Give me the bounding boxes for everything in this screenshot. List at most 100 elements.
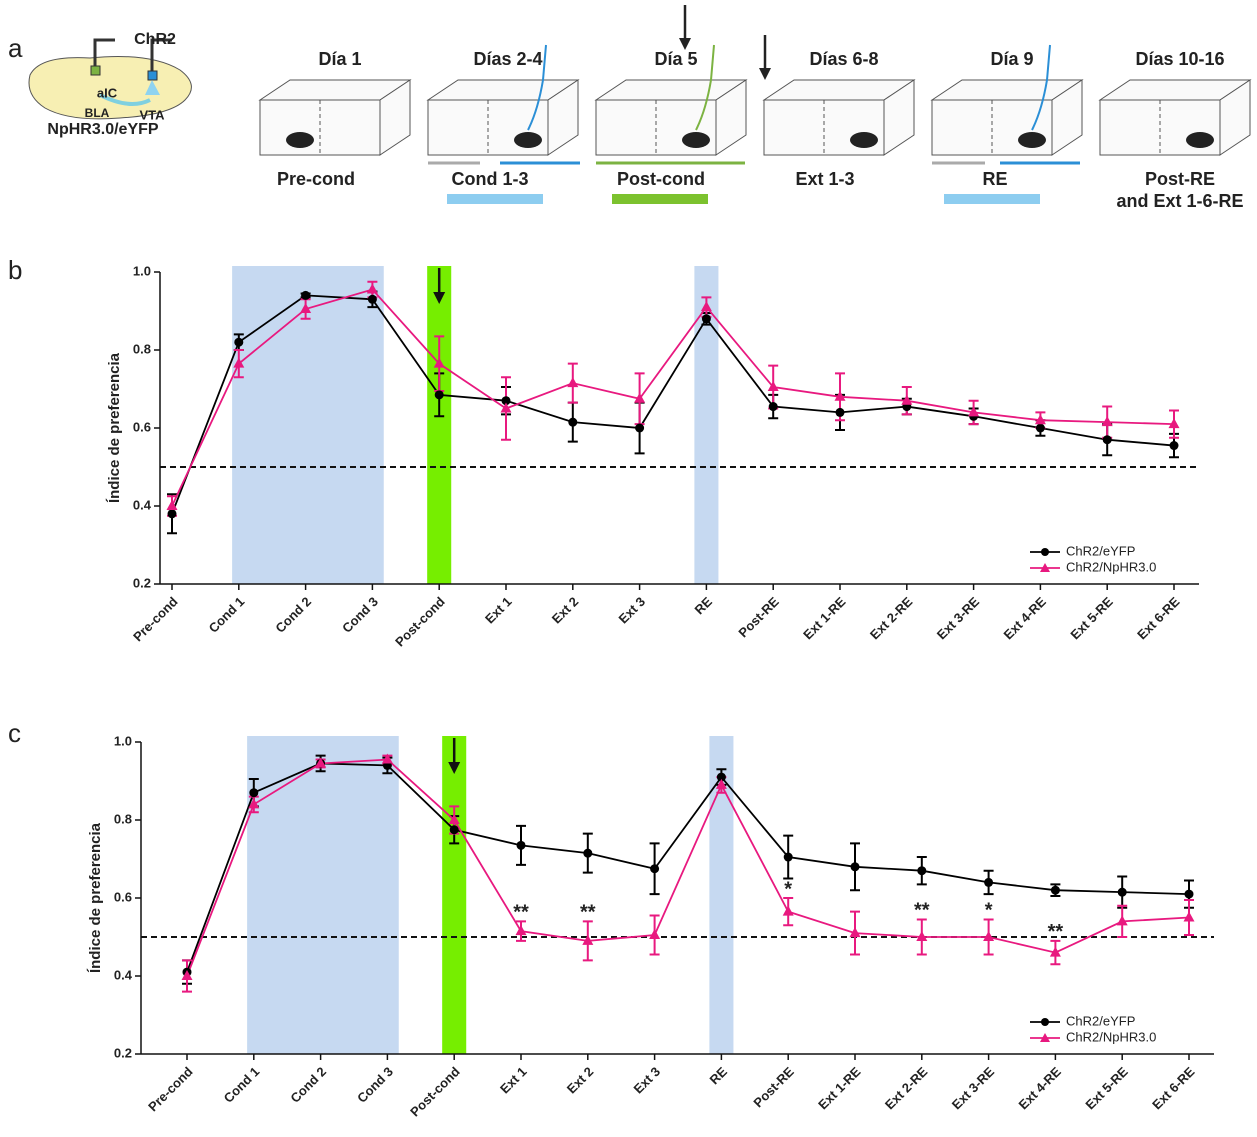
point [368, 295, 377, 304]
phase-bar [944, 194, 1040, 204]
x-tick-label: Post-RE [735, 594, 782, 641]
phase-label: Post-cond [617, 169, 705, 189]
y-axis-label: Índice de preferencia [106, 352, 123, 503]
point [984, 878, 993, 887]
point [917, 866, 926, 875]
x-tick-label: Post-RE [750, 1064, 797, 1111]
significance: ** [914, 900, 930, 922]
charts: b 0.2 0.4 0.6 0.8 1.0 Índice de preferencia Pre… [8, 255, 1214, 1120]
x-tick-label: Ext 1-RE [815, 1064, 864, 1113]
point [1103, 435, 1112, 444]
day-label: Día 9 [990, 49, 1033, 69]
point [1170, 441, 1179, 450]
point [583, 849, 592, 858]
x-tick-label: RE [707, 1064, 731, 1088]
opsin-label: ChR2 [134, 31, 176, 48]
significance: ** [1048, 921, 1064, 943]
panel-label: c [8, 718, 21, 748]
fiber-tip [91, 66, 100, 75]
point [168, 509, 177, 518]
y-tick-label: 1.0 [114, 733, 132, 748]
x-tick-label: Cond 1 [206, 594, 248, 636]
point [567, 377, 578, 387]
highlight [247, 736, 399, 1054]
x-tick-label: RE [692, 594, 716, 618]
x-tick-label: Ext 6-RE [1149, 1064, 1198, 1113]
x-tick-label: Ext 4-RE [1001, 594, 1050, 643]
day-label: Días 6-8 [809, 49, 878, 69]
x-tick-label: Post-cond [407, 1064, 463, 1120]
mouse [514, 132, 542, 148]
phase-label: Cond 1-3 [451, 169, 528, 189]
x-tick-label: Pre-cond [130, 594, 180, 644]
x-tick-label: Ext 1 [482, 594, 515, 627]
region-label: aIC [97, 85, 118, 100]
phase-bar [612, 194, 708, 204]
point [568, 418, 577, 427]
x-tick-label: Ext 1 [497, 1064, 530, 1097]
point [234, 338, 243, 347]
point [851, 862, 860, 871]
point [650, 864, 659, 873]
mouse [286, 132, 314, 148]
panel-label: a [8, 33, 23, 63]
significance: * [784, 878, 792, 900]
x-tick-label: Cond 2 [272, 594, 314, 636]
point [702, 314, 711, 323]
highlight [232, 266, 384, 584]
point [516, 925, 527, 935]
x-tick-label: Ext 3-RE [949, 1064, 998, 1113]
fiber-tip [148, 71, 157, 80]
y-tick-label: 0.4 [133, 497, 152, 512]
x-tick-label: Ext 2 [564, 1064, 597, 1097]
y-tick-label: 0.2 [114, 1045, 132, 1060]
mouse [1018, 132, 1046, 148]
arrow-head [759, 68, 771, 80]
legend-label: ChR2/eYFP [1066, 1013, 1135, 1028]
point [769, 402, 778, 411]
day-label: Días 2-4 [473, 49, 542, 69]
significance: * [985, 900, 993, 922]
day-label: Día 5 [654, 49, 697, 69]
mouse [682, 132, 710, 148]
region-label: BLA [85, 106, 110, 120]
x-tick-label: Ext 3 [616, 594, 649, 627]
x-tick-label: Pre-cond [145, 1064, 195, 1114]
phase-bar [447, 194, 543, 204]
point [836, 408, 845, 417]
phase-label: RE [982, 169, 1007, 189]
significance: ** [580, 902, 596, 924]
phase-label: Pre-cond [277, 169, 355, 189]
legend-label: ChR2/eYFP [1066, 543, 1135, 558]
legend-marker [1041, 548, 1049, 556]
highlight [442, 736, 466, 1054]
cages: Día 1Días 2-4Día 5Días 6-8Día 9Días 10-1… [260, 45, 1250, 211]
point [1051, 886, 1060, 895]
point [1185, 890, 1194, 899]
phase-label: and Ext 1-6-RE [1116, 191, 1243, 211]
point [1118, 888, 1127, 897]
x-tick-label: Ext 2 [549, 594, 582, 627]
x-tick-label: Cond 3 [354, 1064, 396, 1106]
x-tick-label: Ext 3 [631, 1064, 664, 1097]
x-tick-label: Cond 1 [221, 1064, 263, 1106]
panel-label: b [8, 255, 22, 285]
x-tick-label: Ext 4-RE [1016, 1064, 1065, 1113]
x-tick-label: Ext 6-RE [1134, 594, 1183, 643]
legend-label: ChR2/NpHR3.0 [1066, 559, 1156, 574]
day-label: Día 1 [318, 49, 361, 69]
x-tick-label: Ext 1-RE [800, 594, 849, 643]
x-tick-label: Cond 2 [287, 1064, 329, 1106]
y-axis-label: Índice de preferencia [87, 822, 104, 973]
x-tick-label: Ext 2-RE [882, 1064, 931, 1113]
point [783, 906, 794, 916]
point [649, 929, 660, 939]
x-tick-label: Ext 5-RE [1067, 594, 1116, 643]
y-tick-label: 0.6 [114, 889, 132, 904]
y-tick-label: 0.6 [133, 419, 151, 434]
highlight [427, 266, 451, 584]
y-tick-label: 1.0 [133, 263, 151, 278]
x-tick-label: Post-cond [392, 594, 448, 650]
phase-label: Ext 1-3 [795, 169, 854, 189]
y-tick-label: 0.8 [114, 811, 132, 826]
